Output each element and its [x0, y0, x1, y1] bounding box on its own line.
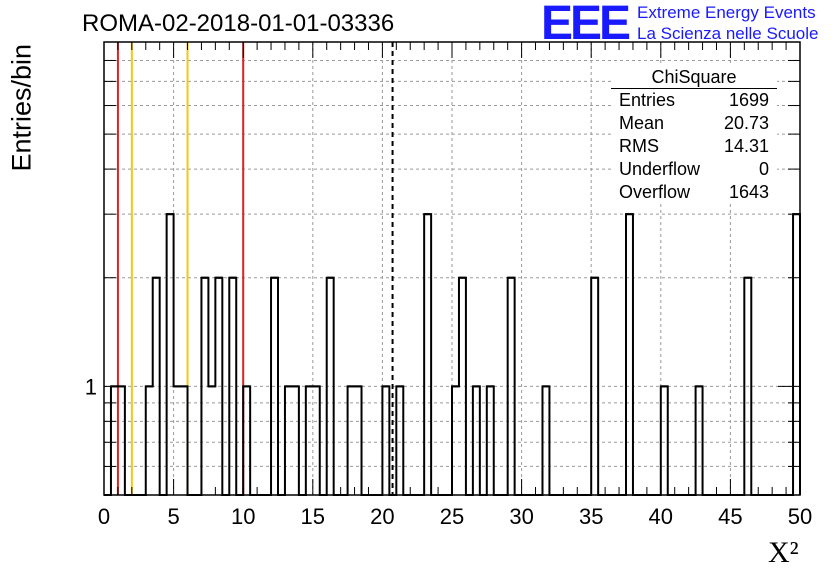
- x-tick-label: 10: [231, 504, 255, 529]
- logo-line-1: Extreme Energy Events: [637, 3, 816, 22]
- stats-value: 1643: [728, 182, 769, 202]
- stats-row-mean: Mean 20.73: [611, 112, 777, 135]
- x-tick-label: 5: [167, 504, 179, 529]
- x-tick-label: 30: [509, 504, 533, 529]
- stats-row-underflow: Underflow 0: [611, 158, 777, 181]
- x-tick-label: 40: [649, 504, 673, 529]
- x-tick-label: 50: [788, 504, 812, 529]
- chart-title: ROMA-02-2018-01-01-03336: [82, 10, 395, 37]
- stats-row-overflow: Overflow 1643: [611, 181, 777, 204]
- x-tick-label: 25: [440, 504, 464, 529]
- stats-row-rms: RMS 14.31: [611, 135, 777, 158]
- stats-value: 14.31: [723, 136, 769, 156]
- histogram-bars: [104, 213, 801, 496]
- stats-value: 20.73: [723, 113, 769, 133]
- logo-line-2: La Scienza nelle Scuole: [637, 24, 819, 43]
- x-tick-label: 35: [579, 504, 603, 529]
- stats-label: Entries: [619, 90, 676, 110]
- stats-box: ChiSquare Entries 1699 Mean 20.73 RMS 14.31…: [611, 66, 777, 204]
- x-axis-label: X²: [768, 536, 799, 569]
- tick-labels: 0 5 10 15 20 25 30 35 40 45 50 1: [85, 374, 812, 529]
- y-tick-label: 1: [85, 374, 97, 399]
- stats-row-entries: Entries 1699: [611, 89, 777, 112]
- stats-value: 1699: [728, 90, 769, 110]
- eee-logo: EEE: [541, 0, 631, 50]
- x-tick-label: 45: [718, 504, 742, 529]
- stats-label: Underflow: [619, 159, 701, 179]
- x-tick-label: 0: [98, 504, 110, 529]
- stats-value: 0: [758, 159, 769, 179]
- plot-frame: [103, 41, 801, 496]
- axis-ticks: [103, 41, 801, 495]
- stats-label: Mean: [619, 113, 665, 133]
- x-tick-label: 15: [301, 504, 325, 529]
- stats-label: RMS: [619, 136, 659, 156]
- stats-label: Overflow: [619, 182, 691, 202]
- stats-title: ChiSquare: [611, 66, 777, 89]
- x-tick-label: 20: [370, 504, 394, 529]
